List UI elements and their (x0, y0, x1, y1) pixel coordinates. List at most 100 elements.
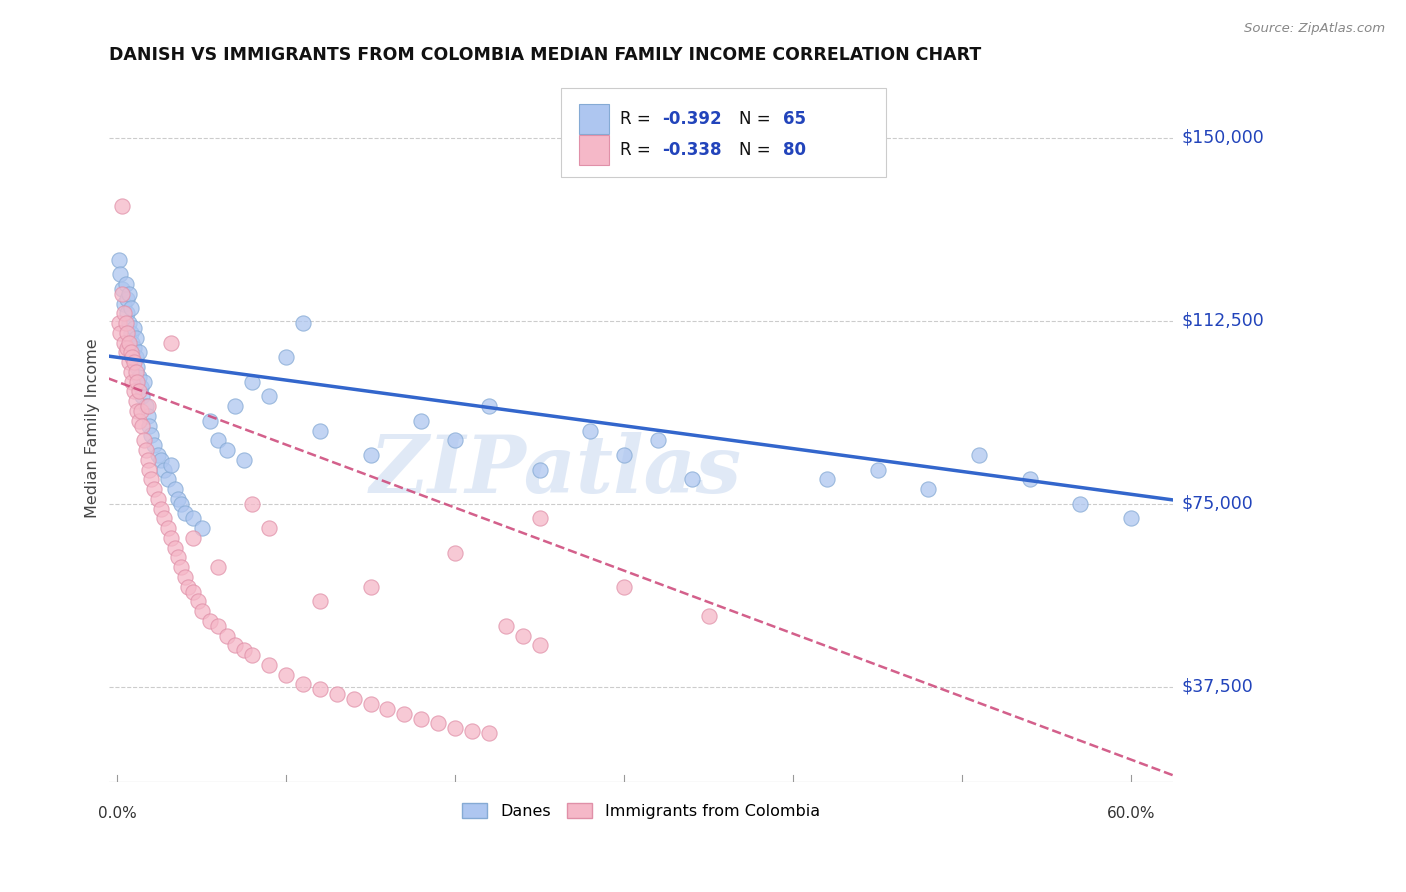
Point (121, 335, 143, 350)
Point (111, 286, 134, 301)
Point (529, 462, 551, 476)
Point (257, 521, 280, 535)
Point (173, 570, 195, 584)
Point (613, 580, 636, 594)
Point (309, 424, 332, 438)
Point (131, 418, 153, 433)
Point (240, 648, 263, 662)
Point (444, 721, 467, 735)
Point (697, 609, 720, 624)
Point (360, 580, 382, 594)
Point (170, 560, 193, 574)
Point (129, 404, 152, 418)
Point (120, 326, 142, 340)
Text: -0.338: -0.338 (662, 141, 721, 159)
Point (107, 316, 129, 330)
Point (112, 306, 135, 320)
Point (156, 472, 179, 486)
Point (124, 331, 146, 345)
Text: 80: 80 (783, 141, 806, 159)
Point (181, 531, 204, 545)
Text: N =: N = (740, 141, 776, 159)
Point (139, 428, 162, 442)
Point (1069, 497, 1091, 511)
Point (187, 594, 209, 608)
Text: $37,500: $37,500 (1181, 678, 1254, 696)
Point (866, 462, 889, 476)
Point (112, 335, 135, 350)
Point (224, 638, 246, 652)
Point (115, 326, 138, 340)
Point (411, 414, 433, 428)
Point (134, 375, 156, 389)
Point (163, 482, 186, 496)
Point (128, 384, 150, 399)
Point (190, 521, 212, 535)
Point (181, 511, 204, 525)
Point (529, 511, 551, 525)
Point (257, 657, 280, 672)
Point (136, 409, 159, 423)
FancyBboxPatch shape (579, 135, 609, 165)
Point (207, 619, 229, 633)
Point (512, 629, 534, 643)
Point (114, 345, 136, 359)
Point (150, 501, 173, 516)
Point (394, 706, 416, 721)
Point (427, 716, 450, 731)
Text: $150,000: $150,000 (1181, 128, 1264, 146)
Point (967, 448, 990, 462)
Point (326, 687, 349, 701)
Point (160, 531, 183, 545)
Point (411, 712, 433, 726)
Point (111, 282, 134, 296)
Point (478, 399, 501, 413)
Point (167, 550, 190, 565)
Text: $75,000: $75,000 (1181, 495, 1254, 513)
Point (122, 321, 145, 335)
Point (495, 619, 517, 633)
Point (1018, 472, 1040, 486)
Point (190, 604, 212, 618)
Point (681, 472, 703, 486)
Point (173, 507, 195, 521)
Point (291, 677, 314, 691)
Point (128, 369, 150, 384)
Point (309, 594, 332, 608)
Point (360, 697, 382, 711)
Text: R =: R = (620, 141, 655, 159)
Point (167, 491, 190, 506)
Text: $112,500: $112,500 (1181, 311, 1264, 330)
Point (444, 434, 467, 448)
Point (156, 521, 179, 535)
Point (121, 351, 143, 365)
Point (118, 335, 141, 350)
Point (163, 541, 186, 555)
Point (128, 345, 150, 359)
Point (136, 452, 159, 467)
Point (343, 692, 366, 706)
Point (118, 355, 141, 369)
Point (579, 424, 602, 438)
Point (177, 580, 200, 594)
Point (115, 292, 138, 306)
Point (917, 482, 939, 496)
Point (360, 448, 382, 462)
Point (134, 434, 156, 448)
Point (110, 326, 132, 340)
Point (139, 472, 162, 486)
Point (143, 482, 166, 496)
Point (124, 351, 146, 365)
Point (107, 252, 129, 267)
Point (124, 394, 146, 409)
Point (291, 316, 314, 330)
Point (377, 702, 399, 716)
Point (207, 434, 229, 448)
Point (135, 399, 157, 413)
Text: 60.0%: 60.0% (1107, 806, 1156, 822)
Point (529, 638, 551, 652)
Point (444, 545, 467, 559)
Text: DANISH VS IMMIGRANTS FROM COLOMBIA MEDIAN FAMILY INCOME CORRELATION CHART: DANISH VS IMMIGRANTS FROM COLOMBIA MEDIA… (108, 46, 981, 64)
Point (815, 472, 838, 486)
Point (274, 351, 297, 365)
